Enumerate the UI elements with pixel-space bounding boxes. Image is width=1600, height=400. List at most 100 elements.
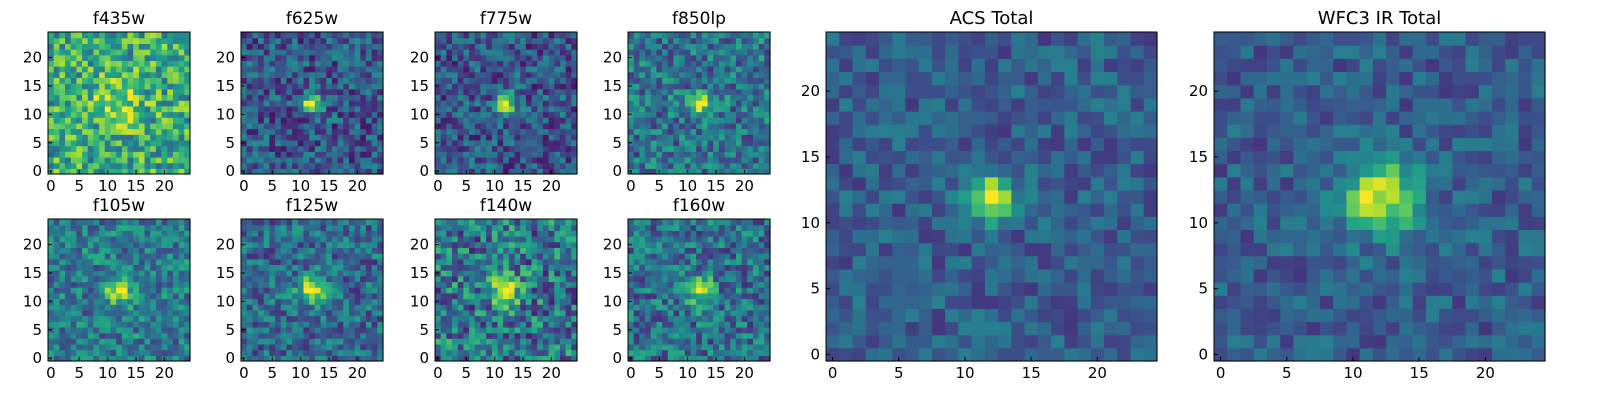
pixel — [667, 326, 675, 334]
pixel — [87, 309, 95, 317]
pixel — [309, 117, 316, 124]
pixel — [650, 304, 657, 311]
pixel — [486, 168, 493, 175]
pixel — [150, 258, 157, 266]
pixel — [93, 355, 100, 362]
pixel — [263, 128, 270, 135]
pixel — [491, 287, 499, 294]
pixel — [718, 292, 726, 300]
pixel — [76, 304, 83, 311]
pixel — [452, 219, 459, 226]
pixel — [121, 49, 129, 56]
pixel — [292, 145, 299, 152]
pixel — [752, 111, 760, 118]
pixel — [133, 287, 140, 294]
pixel — [59, 134, 66, 141]
pixel — [525, 253, 533, 260]
pixel — [639, 332, 646, 339]
pixel — [110, 332, 117, 339]
pixel — [82, 326, 89, 334]
pixel — [320, 111, 327, 118]
pixel — [752, 105, 760, 113]
pixel — [65, 315, 72, 322]
pixel — [286, 71, 293, 79]
pixel — [565, 168, 572, 175]
pixel — [326, 94, 333, 101]
pixel — [354, 258, 361, 266]
pixel — [275, 88, 282, 96]
pixel — [371, 156, 378, 164]
pixel — [503, 264, 510, 271]
pixel — [252, 258, 259, 266]
pixel — [87, 219, 95, 226]
pixel — [280, 298, 288, 305]
pixel — [121, 156, 129, 164]
pixel — [724, 43, 731, 50]
pixel — [679, 343, 686, 351]
pixel — [241, 77, 248, 84]
pixel — [104, 287, 112, 294]
pixel — [144, 309, 151, 317]
pixel — [752, 287, 760, 294]
pixel — [297, 338, 305, 345]
pixel — [309, 168, 316, 175]
pixel — [263, 275, 270, 283]
pixel — [457, 60, 464, 67]
pixel — [559, 230, 567, 237]
pixel — [537, 236, 544, 243]
pixel — [684, 275, 692, 283]
pixel — [656, 253, 663, 260]
pixel — [764, 156, 771, 164]
pixel — [667, 49, 675, 56]
pixel — [684, 258, 692, 266]
pixel — [752, 122, 760, 130]
pixel — [480, 264, 487, 271]
pixel — [503, 287, 510, 294]
pixel — [724, 49, 731, 56]
pixel — [348, 309, 356, 317]
pixel — [144, 349, 151, 356]
pixel — [435, 247, 442, 254]
pixel — [331, 219, 339, 226]
pixel — [144, 338, 151, 345]
pixel — [446, 309, 453, 317]
pixel — [292, 71, 299, 79]
pixel — [542, 270, 550, 277]
pixel — [70, 54, 77, 61]
pixel — [542, 168, 550, 175]
pixel — [435, 32, 442, 39]
pixel — [167, 117, 174, 124]
pixel — [70, 253, 77, 260]
pixel — [508, 134, 516, 141]
pixel — [348, 168, 356, 175]
pixel — [730, 151, 737, 158]
pixel — [446, 298, 453, 305]
pixel — [508, 230, 516, 237]
pixel — [497, 258, 504, 266]
pixel — [99, 326, 106, 334]
pixel — [673, 292, 680, 300]
pixel — [701, 275, 709, 283]
pixel — [82, 122, 89, 130]
pixel — [297, 315, 305, 322]
pixel — [457, 258, 464, 266]
pixel — [440, 151, 447, 158]
pixel — [53, 134, 60, 141]
pixel — [138, 343, 146, 351]
pixel — [343, 151, 350, 158]
pixel — [469, 264, 476, 271]
pixel — [628, 134, 635, 141]
pixel — [571, 66, 578, 73]
pixel — [252, 241, 259, 248]
pixel — [497, 37, 504, 44]
pixel — [548, 338, 555, 345]
pixel — [542, 94, 550, 101]
pixel — [150, 37, 157, 44]
pixel — [337, 258, 344, 266]
pixel — [275, 258, 282, 266]
pixel — [474, 309, 482, 317]
pixel — [457, 298, 464, 305]
pixel — [377, 32, 384, 39]
pixel — [645, 66, 652, 73]
pixel — [474, 134, 482, 141]
